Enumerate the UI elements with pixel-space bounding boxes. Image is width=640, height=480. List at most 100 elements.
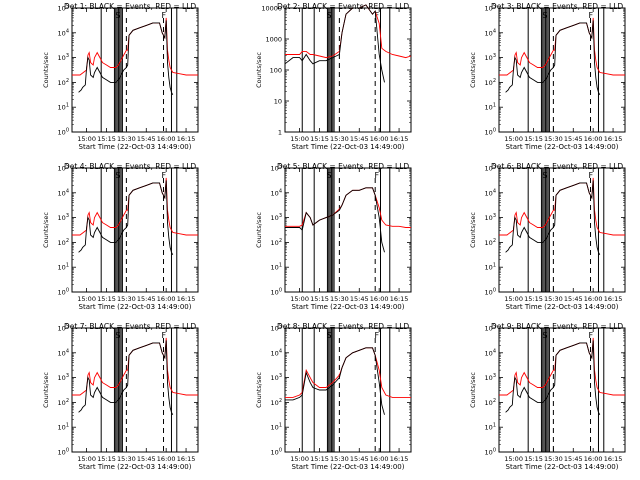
y-tick-label: 104 <box>485 28 496 37</box>
x-tick-label: 16:15 <box>177 135 196 143</box>
marker-label: S <box>327 11 332 20</box>
y-tick-label: 100 <box>270 67 282 75</box>
y-tick-label: 100 <box>485 448 496 457</box>
y-axis-label: Counts/sec <box>255 372 263 408</box>
x-tick-label: 16:00 <box>370 295 389 303</box>
y-tick-label: 104 <box>271 188 282 197</box>
x-tick-label: 15:15 <box>524 455 543 463</box>
y-tick-label: 102 <box>485 398 496 407</box>
x-tick-label: 15:45 <box>137 295 156 303</box>
marker-label: S <box>542 11 547 20</box>
x-tick-label: 15:00 <box>290 295 309 303</box>
x-tick-label: 15:45 <box>350 455 369 463</box>
marker-label: S <box>542 331 547 340</box>
y-tick-label: 105 <box>485 324 496 333</box>
x-tick-label: 16:00 <box>157 455 176 463</box>
y-axis-label: Counts/sec <box>255 52 263 88</box>
x-tick-label: 15:45 <box>350 295 369 303</box>
y-tick-label: 101 <box>58 263 69 272</box>
y-axis-label: Counts/sec <box>42 212 50 248</box>
y-tick-label: 101 <box>58 103 69 112</box>
y-tick-label: 105 <box>58 324 69 333</box>
y-tick-label: 105 <box>485 4 496 13</box>
chart-title: Det 9: BLACK = Events, RED = LLD <box>491 322 623 331</box>
chart-panel-7: Det 7: BLACK = Events, RED = LLD 100 101 10… <box>42 322 199 471</box>
y-tick-label: 100 <box>58 448 69 457</box>
x-tick-label: 16:00 <box>584 455 603 463</box>
y-tick-label: 104 <box>485 348 496 357</box>
x-tick-label: 15:45 <box>137 135 156 143</box>
marker-label: F <box>162 11 167 20</box>
marker-label: F <box>375 171 380 180</box>
events-series-line <box>78 20 174 96</box>
chart-title: Det 5: BLACK = Events, RED = LLD <box>277 162 409 171</box>
x-axis-label: Start Time (22-Oct-03 14:49:00) <box>506 303 619 311</box>
x-axis-label: Start Time (22-Oct-03 14:49:00) <box>506 143 619 151</box>
lld-series-line <box>72 17 198 76</box>
x-tick-label: 16:00 <box>370 455 389 463</box>
y-tick-label: 104 <box>485 188 496 197</box>
x-tick-label: 16:00 <box>584 295 603 303</box>
x-tick-label: 15:15 <box>524 135 543 143</box>
x-tick-label: 15:00 <box>290 455 309 463</box>
x-tick-label: 16:15 <box>604 295 623 303</box>
x-tick-label: 15:00 <box>504 135 523 143</box>
y-tick-label: 103 <box>271 373 282 382</box>
y-tick-label: 104 <box>58 348 69 357</box>
x-tick-label: 15:30 <box>330 455 349 463</box>
x-tick-label: 15:45 <box>564 455 583 463</box>
marker-label: F <box>162 331 167 340</box>
x-tick-label: 15:15 <box>97 455 116 463</box>
plot-frame <box>71 327 199 453</box>
marker-label: S <box>327 331 332 340</box>
y-tick-label: 100 <box>485 128 496 137</box>
x-tick-label: 15:15 <box>310 455 329 463</box>
y-tick-label: 105 <box>271 324 282 333</box>
marker-label: F <box>589 11 594 20</box>
chart-panel-3: Det 3: BLACK = Events, RED = LLD 100 101 10… <box>469 2 626 151</box>
y-axis-label: Counts/sec <box>42 52 50 88</box>
x-tick-label: 15:15 <box>97 295 116 303</box>
y-tick-label: 105 <box>271 164 282 173</box>
x-tick-label: 16:15 <box>390 455 409 463</box>
lld-series-line <box>72 337 198 396</box>
chart-title: Det 7: BLACK = Events, RED = LLD <box>64 322 196 331</box>
y-tick-label: 1000 <box>265 36 282 44</box>
x-tick-label: 15:45 <box>350 135 369 143</box>
x-axis-label: Start Time (22-Oct-03 14:49:00) <box>79 143 192 151</box>
y-tick-label: 103 <box>485 213 496 222</box>
x-tick-label: 15:00 <box>504 295 523 303</box>
y-tick-label: 10000 <box>261 5 282 13</box>
x-tick-label: 15:45 <box>564 295 583 303</box>
x-axis-label: Start Time (22-Oct-03 14:49:00) <box>79 463 192 471</box>
x-tick-label: 16:00 <box>157 135 176 143</box>
x-tick-label: 16:15 <box>177 455 196 463</box>
lld-series-line <box>285 347 411 398</box>
x-tick-label: 15:30 <box>544 455 563 463</box>
x-tick-label: 16:15 <box>604 455 623 463</box>
x-tick-label: 15:00 <box>77 135 96 143</box>
x-axis-label: Start Time (22-Oct-03 14:49:00) <box>506 463 619 471</box>
x-tick-label: 16:00 <box>370 135 389 143</box>
x-axis-label: Start Time (22-Oct-03 14:49:00) <box>292 143 405 151</box>
chart-panel-4: Det 4: BLACK = Events, RED = LLD 100 101 10… <box>42 162 199 311</box>
y-tick-label: 100 <box>485 288 496 297</box>
y-tick-label: 100 <box>58 128 69 137</box>
x-tick-label: 16:00 <box>157 295 176 303</box>
y-tick-label: 100 <box>58 288 69 297</box>
x-tick-label: 15:00 <box>504 455 523 463</box>
y-tick-label: 102 <box>58 78 69 87</box>
y-tick-label: 103 <box>58 53 69 62</box>
chart-title: Det 4: BLACK = Events, RED = LLD <box>64 162 196 171</box>
events-series-line <box>505 340 601 416</box>
plot-frame <box>498 327 626 453</box>
marker-label: F <box>162 171 167 180</box>
chart-panel-9: Det 9: BLACK = Events, RED = LLD 100 101 10… <box>469 322 626 471</box>
plot-frame <box>284 327 412 453</box>
chart-panel-8: Det 8: BLACK = Events, RED = LLD 100 101 10… <box>255 322 412 471</box>
y-axis-label: Counts/sec <box>42 372 50 408</box>
x-axis-label: Start Time (22-Oct-03 14:49:00) <box>292 463 405 471</box>
y-tick-label: 1 <box>278 129 282 137</box>
y-tick-label: 100 <box>271 288 282 297</box>
